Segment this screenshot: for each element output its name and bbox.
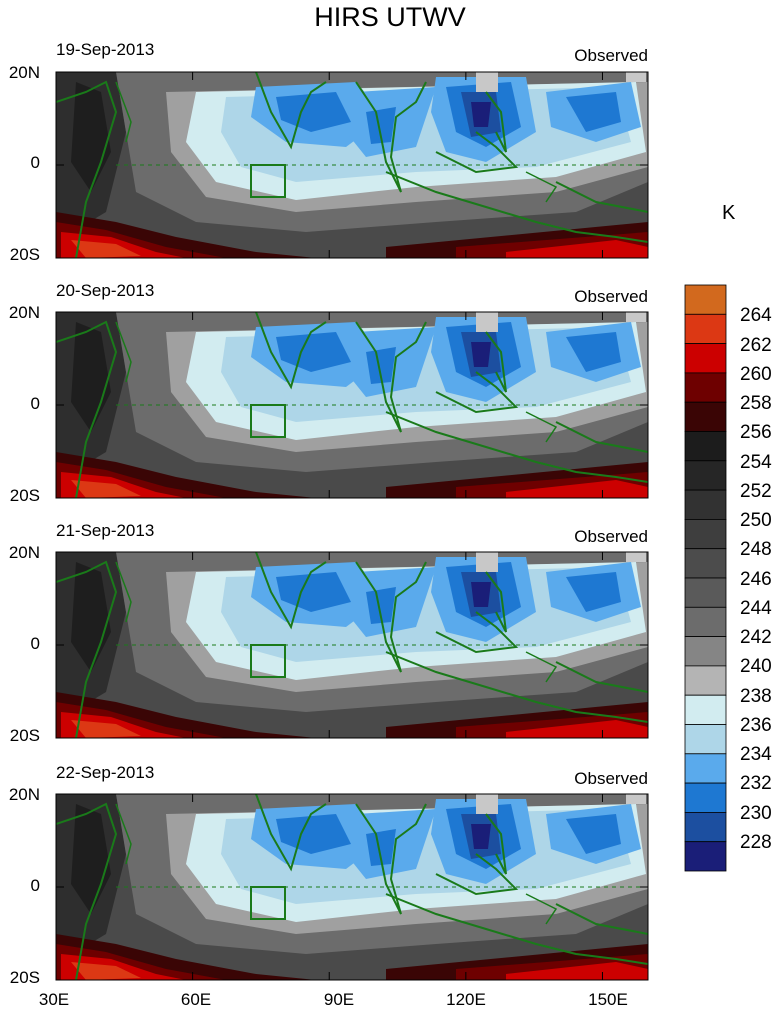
axis-ticks [55,71,648,981]
colorbar-swatch [684,343,727,374]
colorbar-swatch [684,431,727,462]
lat-label-20s: 20S [9,726,40,745]
panel-2-date: 20-Sep-2013 [56,281,155,300]
colorbar-swatch [684,753,727,784]
lat-label-eq: 0 [30,876,40,895]
colorbar-label-234: 234 [740,744,772,765]
lat-label-20n: 20N [8,785,40,804]
colorbar-unit: K [722,202,736,224]
colorbar-swatch [684,460,727,491]
colorbar-label-236: 236 [740,715,772,736]
colorbar-label-256: 256 [740,422,772,443]
lat-label-20s: 20S [9,486,40,505]
panel-3-date: 21-Sep-2013 [56,521,155,540]
colorbar-label-240: 240 [740,656,772,677]
colorbar-label-262: 262 [740,335,772,356]
map-panel-2 [55,311,649,499]
panel-4-label: Observed [574,769,648,788]
colorbar-label-260: 260 [740,364,772,385]
lon-label-120e: 120E [446,990,486,1009]
colorbar-label-230: 230 [740,803,772,824]
colorbar-swatch [684,519,727,550]
colorbar-label-228: 228 [740,832,772,853]
lon-label-90e: 90E [323,990,355,1009]
colorbar-label-246: 246 [740,569,772,590]
colorbar-swatch [684,606,727,637]
colorbar-label-258: 258 [740,393,772,414]
panel-1-date: 19-Sep-2013 [56,40,155,59]
colorbar-label-252: 252 [740,481,772,502]
lat-label-20s: 20S [9,245,40,264]
colorbar-label-254: 254 [740,452,772,473]
lat-label-eq: 0 [30,153,40,172]
colorbar-swatch [684,694,727,725]
colorbar-swatch [684,724,727,755]
lat-label-20n: 20N [8,303,40,322]
colorbar-swatch [684,577,727,608]
colorbar-swatch [684,313,727,344]
panel-1-label: Observed [574,46,648,65]
colorbar-swatch [684,401,727,432]
lat-label-eq: 0 [30,394,40,413]
colorbar-label-264: 264 [740,305,772,326]
colorbar-label-238: 238 [740,686,772,707]
colorbar-swatch [684,372,727,403]
colorbar-label-248: 248 [740,539,772,560]
lat-label-20s: 20S [9,968,40,987]
colorbar [684,284,727,872]
colorbar-label-232: 232 [740,773,772,794]
map-panel-4 [55,793,649,981]
panel-4-date: 22-Sep-2013 [56,763,155,782]
colorbar-label-244: 244 [740,598,772,619]
colorbar-label-242: 242 [740,627,772,648]
panel-2-label: Observed [574,287,648,306]
lat-label-20n: 20N [8,543,40,562]
colorbar-swatch [684,841,727,872]
lon-label-150e: 150E [588,990,628,1009]
lat-label-eq: 0 [30,634,40,653]
colorbar-swatch [684,284,727,315]
colorbar-swatch [684,812,727,843]
colorbar-swatch [684,548,727,579]
lon-label-30e: 30E [38,990,70,1009]
map-panel-1 [55,71,649,259]
colorbar-label-250: 250 [740,510,772,531]
map-panel-3 [55,551,649,739]
colorbar-swatch [684,665,727,696]
panel-3-label: Observed [574,527,648,546]
lon-label-60e: 60E [180,990,212,1009]
figure-title: HIRS UTWV [314,2,466,32]
lat-label-20n: 20N [8,63,40,82]
colorbar-swatch [684,782,727,813]
colorbar-swatch [684,636,727,667]
colorbar-swatch [684,489,727,520]
